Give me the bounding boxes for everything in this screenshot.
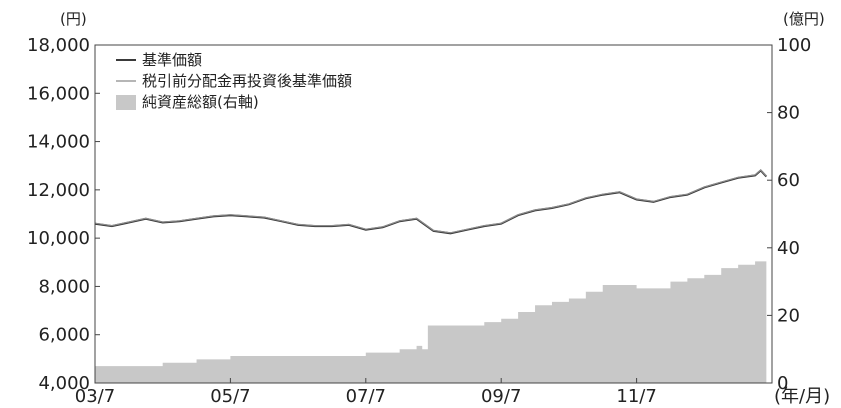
right-axis-tick-label: 60 bbox=[777, 170, 800, 191]
x-axis: 03/7 05/7 07/7 09/7 11/7 bbox=[75, 378, 657, 407]
x-axis-tick-label: 05/7 bbox=[210, 386, 250, 407]
left-axis-tick-label: 12,000 bbox=[27, 180, 90, 201]
left-axis-tick-label: 6,000 bbox=[38, 325, 90, 346]
left-axis-tick-label: 16,000 bbox=[27, 83, 90, 104]
legend-swatch-net-assets bbox=[116, 95, 136, 110]
legend-label-nav: 基準価額 bbox=[142, 51, 202, 69]
left-axis-tick-label: 10,000 bbox=[27, 228, 90, 249]
x-axis-tick-label: 11/7 bbox=[616, 386, 656, 407]
right-axis-tick-label: 100 bbox=[777, 35, 811, 56]
series-line-reinvested-nav bbox=[94, 169, 767, 234]
series-line-nav bbox=[94, 169, 768, 235]
legend: 基準価額 税引前分配金再投資後基準価額 純資産総額(右軸) bbox=[116, 51, 352, 111]
left-axis-unit: (円) bbox=[60, 10, 87, 28]
right-axis-tick-label: 40 bbox=[777, 238, 800, 259]
right-axis-tick-label: 0 bbox=[777, 373, 788, 394]
left-axis-tick-label: 14,000 bbox=[27, 132, 90, 153]
legend-label-net-assets: 純資産総額(右軸) bbox=[142, 93, 259, 111]
plot-frame bbox=[94, 44, 773, 384]
right-axis-tick-label: 20 bbox=[777, 305, 800, 326]
left-axis-tick-label: 4,000 bbox=[38, 373, 90, 394]
x-axis-tick-label: 09/7 bbox=[481, 386, 521, 407]
right-axis: 0 20 40 60 80 100 bbox=[767, 35, 811, 394]
left-axis-tick-label: 8,000 bbox=[38, 276, 90, 297]
legend-label-reinvested-nav: 税引前分配金再投資後基準価額 bbox=[142, 72, 352, 90]
right-axis-tick-label: 80 bbox=[777, 103, 800, 124]
left-axis: 4,000 6,000 8,000 10,000 12,000 14,000 16,000 1… bbox=[27, 35, 100, 394]
x-axis-tick-label: 03/7 bbox=[75, 386, 115, 407]
x-axis-unit: (年/月) bbox=[774, 386, 830, 407]
x-axis-tick-label: 07/7 bbox=[346, 386, 386, 407]
right-axis-unit: (億円) bbox=[783, 10, 825, 28]
series-area-net-assets bbox=[95, 261, 767, 383]
left-axis-tick-label: 18,000 bbox=[27, 35, 90, 56]
